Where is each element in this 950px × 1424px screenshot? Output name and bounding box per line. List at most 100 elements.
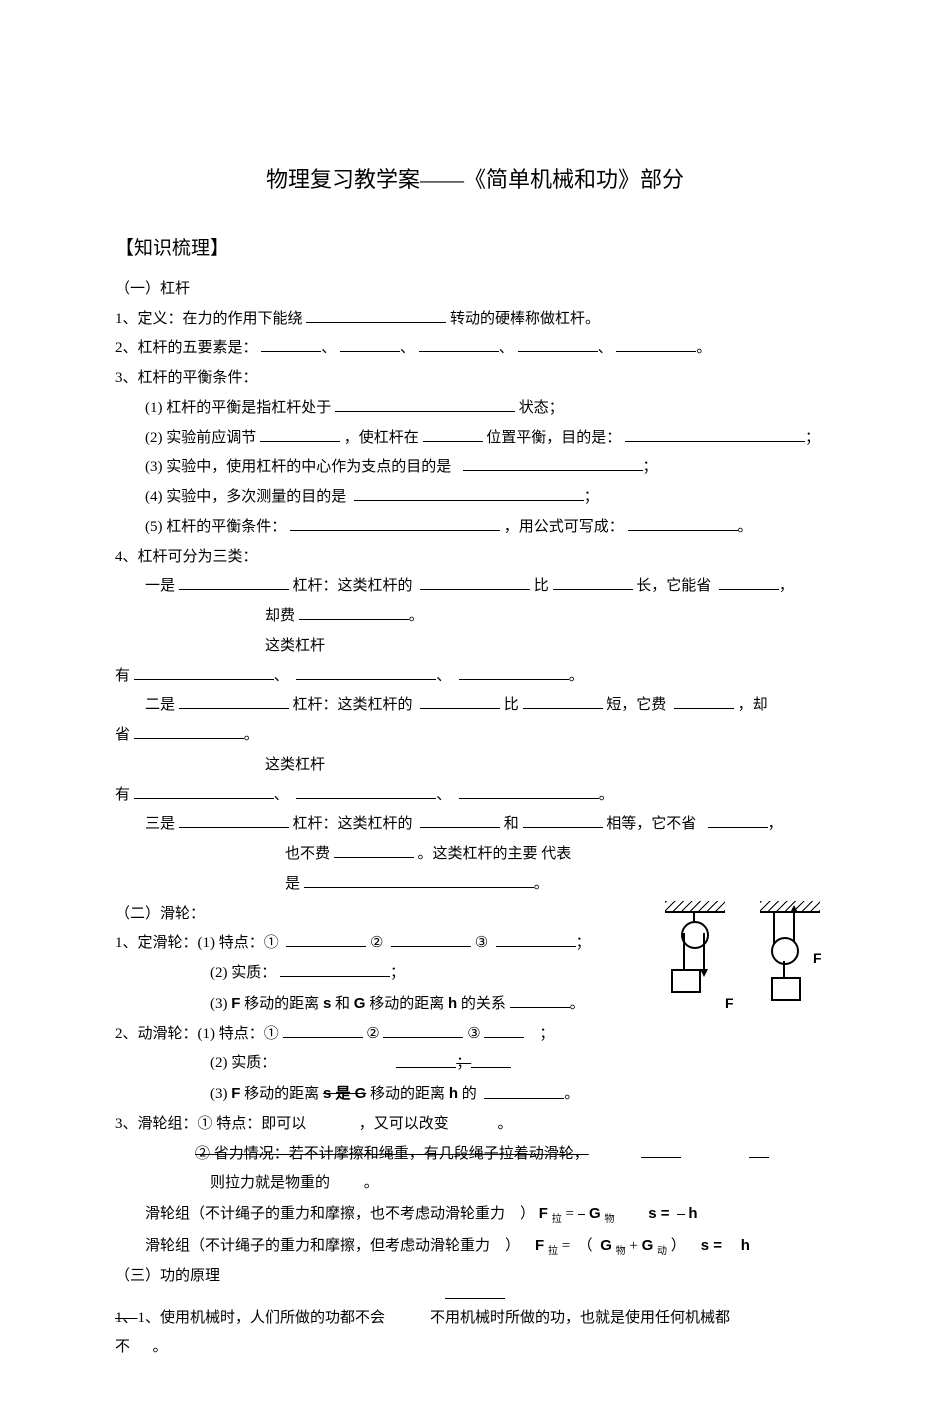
line-1-4-2c: 这类杠杆 <box>115 752 835 780</box>
blank <box>471 1060 511 1069</box>
var-G: G <box>600 1237 612 1254</box>
line-3-3: 则拉力就是物重的 。 <box>115 1170 835 1198</box>
blank <box>445 1290 505 1299</box>
line-1-3-3: (3) 实验中，使用杠杆的中心作为支点的目的是 ； <box>115 454 835 482</box>
text: (5) 杠杆的平衡条件： <box>145 519 286 535</box>
line-1-3-1: (1) 杠杆的平衡是指杠杆处于 状态； <box>115 395 835 423</box>
var-h: h <box>741 1237 750 1254</box>
line-1-4: 4、杠杆可分为三类： <box>115 544 835 572</box>
line-2-2-2: (2) 实质： ； <box>115 1050 835 1078</box>
text: 2、动滑轮：(1) 特点：① <box>115 1026 279 1042</box>
text: 有 <box>115 787 130 803</box>
text: 转动的硬棒称做杠杆。 <box>450 311 600 327</box>
text: 是 <box>285 876 300 892</box>
line-1-4-1c: 这类杠杆 <box>115 633 835 661</box>
var-F: F <box>231 1085 240 1102</box>
text: 和 <box>504 816 519 832</box>
line-2-2-3: (3) F 移动的距离 s 是 G 移动的距离 h 的 。 <box>115 1080 835 1109</box>
blank <box>420 693 500 709</box>
text: 有 <box>115 668 130 684</box>
blank <box>299 604 409 620</box>
blank <box>290 515 500 531</box>
text: 三是 <box>145 816 175 832</box>
period: 。 <box>696 340 711 356</box>
text: 短，它费 <box>606 697 666 713</box>
blank <box>553 574 633 590</box>
line-1-4-2b: 省 。 <box>115 722 835 750</box>
blank <box>674 693 734 709</box>
weight-box <box>671 969 701 993</box>
section-knowledge: 【知识梳理】 <box>115 231 835 266</box>
text: 状态； <box>519 400 564 416</box>
line-1-1: 1、定义：在力的作用下能绕 转动的硬棒称做杠杆。 <box>115 306 835 334</box>
text: 长，它能省 <box>636 578 711 594</box>
text: (3) 实验中，使用杠杆的中心作为支点的目的是 <box>145 459 451 475</box>
text: (2) 实质： <box>210 1055 276 1071</box>
line-1-4-3b: 也不费 。这类杠杆的主要 代表 <box>115 841 835 869</box>
blank <box>708 812 768 828</box>
var-G: G <box>589 1205 601 1222</box>
var-G: G <box>642 1237 654 1254</box>
text: 移动的距离 <box>244 1086 323 1102</box>
comma: 、 <box>400 340 415 356</box>
sub: 拉 <box>548 1246 558 1257</box>
blank <box>134 783 274 799</box>
rope <box>703 933 705 971</box>
blank <box>420 574 530 590</box>
line-1-3-2: (2) 实验前应调节 ，使杠杆在 位置平衡，目的是： ； <box>115 425 835 453</box>
var-h: h <box>449 1085 458 1102</box>
text: 不用机械时所做的功，也就是使用任何机械都 <box>430 1310 730 1326</box>
var-s: s <box>323 995 331 1012</box>
text: 二是 <box>145 697 175 713</box>
text: ② <box>366 1026 379 1042</box>
blank <box>641 1150 681 1159</box>
fraction <box>578 1201 586 1228</box>
blank <box>334 842 414 858</box>
line-1-2: 2、杠杆的五要素是： 、 、 、 、 。 <box>115 335 835 363</box>
label-F: F <box>725 991 734 1017</box>
blank <box>283 1030 363 1039</box>
text: 1、定义：在力的作用下能绕 <box>115 311 303 327</box>
text: 1、 <box>115 1310 138 1326</box>
text: 杠杆：这类杠杆的 <box>293 578 413 594</box>
blank <box>134 723 244 739</box>
text: 比 <box>504 697 519 713</box>
text: ③ <box>475 935 488 951</box>
text: ③ <box>467 1026 480 1042</box>
eq: = <box>565 1206 577 1222</box>
text: ，使杠杆在 <box>344 430 419 446</box>
var-G: G <box>354 995 366 1012</box>
blank <box>134 664 274 680</box>
text: ② <box>370 935 383 951</box>
force-arrow-down <box>700 969 708 977</box>
page-title: 物理复习教学案——《简单机械和功》部分 <box>115 160 835 201</box>
blank <box>179 574 289 590</box>
text: 一是 <box>145 578 175 594</box>
var-s: s = <box>701 1237 722 1254</box>
line-3-5: 滑轮组（不计绳子的重力和摩擦，但考虑动滑轮重力 ） F 拉 = （ G 物 + … <box>115 1232 835 1262</box>
text: 的 <box>462 1086 477 1102</box>
blank <box>391 931 471 947</box>
blank <box>616 336 696 352</box>
text: (4) 实验中，多次测量的目的是 <box>145 489 346 505</box>
text: (2) 实验前应调节 <box>145 430 256 446</box>
var-F: F <box>535 1237 544 1254</box>
blank <box>484 1090 564 1099</box>
line-4-1b: 不 。 <box>115 1334 835 1362</box>
comma: 、 <box>321 340 336 356</box>
ceiling-hatch <box>665 901 725 913</box>
force-arrow-up <box>790 905 798 913</box>
worksheet-page: 物理复习教学案——《简单机械和功》部分 【知识梳理】 （一）杠杆 1、定义：在力… <box>0 0 950 1424</box>
blank <box>335 396 515 412</box>
text: 相等，它不省 <box>606 816 696 832</box>
sub: 动 <box>657 1246 667 1257</box>
blank <box>459 783 599 799</box>
text: (3) <box>210 1086 231 1102</box>
text: 则拉力就是物重的 <box>210 1175 330 1191</box>
line-4-1: 1、1、使用机械时，人们所做的功都不会 不用机械时所做的功，也就是使用任何机械都 <box>115 1305 835 1333</box>
blank <box>749 1150 769 1159</box>
movable-pulley-wheel <box>771 937 799 965</box>
text: ，又可以改变 <box>359 1116 449 1132</box>
text: 和 <box>335 996 354 1012</box>
blank <box>383 1030 463 1039</box>
